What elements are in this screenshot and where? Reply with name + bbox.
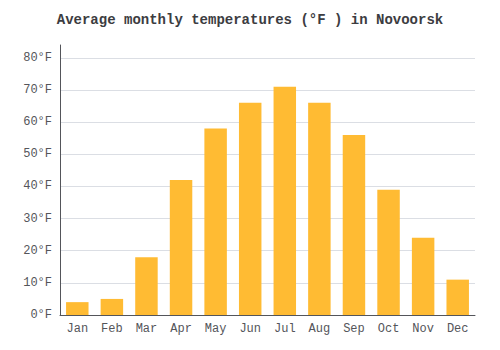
svg-text:Aug: Aug (309, 322, 331, 336)
svg-text:50°F: 50°F (23, 147, 52, 161)
svg-text:Apr: Apr (170, 322, 192, 336)
svg-text:30°F: 30°F (23, 212, 52, 226)
svg-text:Jan: Jan (66, 322, 88, 336)
svg-text:20°F: 20°F (23, 244, 52, 258)
svg-text:Oct: Oct (378, 322, 400, 336)
svg-text:80°F: 80°F (23, 51, 52, 65)
svg-text:Average monthly temperatures (: Average monthly temperatures (°F ) in No… (57, 12, 443, 28)
svg-text:70°F: 70°F (23, 83, 52, 97)
svg-text:60°F: 60°F (23, 115, 52, 129)
svg-text:Dec: Dec (447, 322, 469, 336)
svg-text:10°F: 10°F (23, 276, 52, 290)
svg-text:Feb: Feb (101, 322, 123, 336)
svg-text:Mar: Mar (136, 322, 158, 336)
svg-text:Jul: Jul (274, 322, 296, 336)
svg-text:Nov: Nov (412, 322, 434, 336)
svg-text:Sep: Sep (343, 322, 365, 336)
svg-text:40°F: 40°F (23, 179, 52, 193)
svg-text:Jun: Jun (239, 322, 261, 336)
svg-text:May: May (205, 322, 227, 336)
svg-text:0°F: 0°F (30, 308, 52, 322)
